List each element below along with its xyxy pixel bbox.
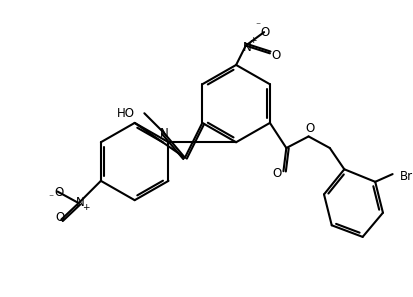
Text: ⁻: ⁻ <box>48 193 53 203</box>
Text: N: N <box>76 196 85 208</box>
Text: O: O <box>56 211 65 224</box>
Text: O: O <box>260 26 269 39</box>
Text: O: O <box>305 122 314 135</box>
Text: ⁻: ⁻ <box>255 21 260 31</box>
Text: +: + <box>248 36 256 45</box>
Text: +: + <box>81 203 89 212</box>
Text: Br: Br <box>399 170 413 183</box>
Text: O: O <box>271 49 280 62</box>
Text: O: O <box>55 186 64 199</box>
Text: N: N <box>243 41 252 54</box>
Text: O: O <box>271 167 280 180</box>
Text: HO: HO <box>116 107 134 120</box>
Text: N: N <box>160 127 169 140</box>
